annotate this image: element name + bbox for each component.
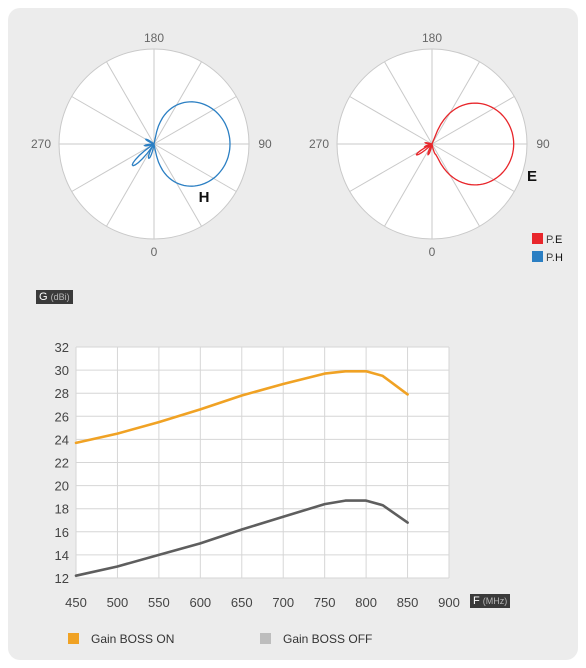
radiation-pattern-h bbox=[131, 101, 231, 187]
polar-spoke bbox=[153, 61, 202, 145]
polar-spoke bbox=[153, 143, 237, 192]
polar-spoke bbox=[106, 143, 155, 227]
angle-label-left: 270 bbox=[31, 137, 51, 151]
legend-item-boss-on: Gain BOSS ON bbox=[68, 632, 174, 646]
polar-spoke bbox=[384, 61, 433, 145]
polar-chart-e: 180 0 90 270 E bbox=[309, 31, 550, 259]
angle-label-right: 90 bbox=[258, 137, 272, 151]
angle-label-bottom: 0 bbox=[151, 245, 158, 259]
polar-spoke bbox=[431, 61, 480, 145]
x-axis-unit: (MHz) bbox=[482, 596, 508, 606]
angle-label-top: 180 bbox=[144, 31, 164, 45]
polar-spoke bbox=[71, 143, 155, 192]
x-axis-label: F (MHz) bbox=[470, 594, 511, 608]
polar-spoke bbox=[71, 96, 155, 145]
polar-spoke bbox=[153, 143, 202, 227]
pattern-label-h: H bbox=[199, 189, 210, 206]
x-tick-label: 800 bbox=[355, 595, 377, 610]
y-tick-label: 20 bbox=[55, 479, 69, 494]
x-tick-label: 900 bbox=[438, 595, 460, 610]
y-tick-label: 24 bbox=[55, 432, 69, 447]
x-tick-label: 850 bbox=[397, 595, 419, 610]
angle-label-right: 90 bbox=[536, 137, 550, 151]
x-tick-label: 750 bbox=[314, 595, 336, 610]
legend-swatch-boss-on bbox=[68, 633, 79, 644]
legend-item-boss-off: Gain BOSS OFF bbox=[260, 632, 372, 646]
polar-spoke bbox=[431, 96, 515, 145]
y-tick-label: 32 bbox=[55, 340, 69, 355]
radiation-pattern-e bbox=[415, 102, 515, 186]
y-tick-label: 12 bbox=[55, 571, 69, 586]
legend-swatch-e bbox=[532, 233, 543, 244]
x-tick-label: 500 bbox=[107, 595, 129, 610]
pattern-label-e: E bbox=[527, 168, 537, 185]
x-tick-label: 600 bbox=[189, 595, 211, 610]
polar-legend-item-h: P.H bbox=[532, 251, 563, 264]
polar-chart-h: 180 0 90 270 H bbox=[31, 31, 272, 259]
x-tick-label: 650 bbox=[231, 595, 253, 610]
series-line-boss-on bbox=[74, 369, 409, 445]
legend-letter: E bbox=[554, 234, 563, 246]
x-tick-label: 550 bbox=[148, 595, 170, 610]
angle-label-bottom: 0 bbox=[429, 245, 436, 259]
legend-prefix: P. bbox=[546, 234, 555, 246]
x-axis-symbol: F bbox=[473, 595, 480, 607]
series-line-boss-off bbox=[74, 499, 409, 578]
x-tick-label: 700 bbox=[272, 595, 294, 610]
y-tick-label: 28 bbox=[55, 386, 69, 401]
x-tick-label: 450 bbox=[65, 595, 87, 610]
y-tick-label: 30 bbox=[55, 363, 69, 378]
polar-spoke bbox=[431, 143, 515, 192]
y-tick-label: 16 bbox=[55, 525, 69, 540]
y-tick-label: 14 bbox=[55, 548, 69, 563]
legend-swatch-boss-off bbox=[260, 633, 271, 644]
legend-letter: H bbox=[554, 252, 563, 264]
legend-label: Gain BOSS OFF bbox=[283, 632, 373, 646]
y-tick-label: 22 bbox=[55, 456, 69, 471]
y-tick-label: 18 bbox=[55, 502, 69, 517]
polar-spoke bbox=[349, 96, 433, 145]
legend-prefix: P. bbox=[546, 252, 555, 264]
polar-spoke bbox=[431, 143, 480, 227]
angle-label-left: 270 bbox=[309, 137, 329, 151]
legend-swatch-h bbox=[532, 251, 543, 262]
polar-spoke bbox=[153, 96, 237, 145]
y-axis-label: G (dBi) bbox=[36, 290, 73, 304]
y-axis-symbol: G bbox=[39, 291, 48, 303]
angle-label-top: 180 bbox=[422, 31, 442, 45]
y-axis-unit: (dBi) bbox=[50, 292, 70, 302]
legend-label: Gain BOSS ON bbox=[91, 632, 175, 646]
polar-spoke bbox=[106, 61, 155, 145]
polar-legend-item-e: P.E bbox=[532, 233, 562, 246]
y-tick-label: 26 bbox=[55, 409, 69, 424]
polar-spoke bbox=[384, 143, 433, 227]
